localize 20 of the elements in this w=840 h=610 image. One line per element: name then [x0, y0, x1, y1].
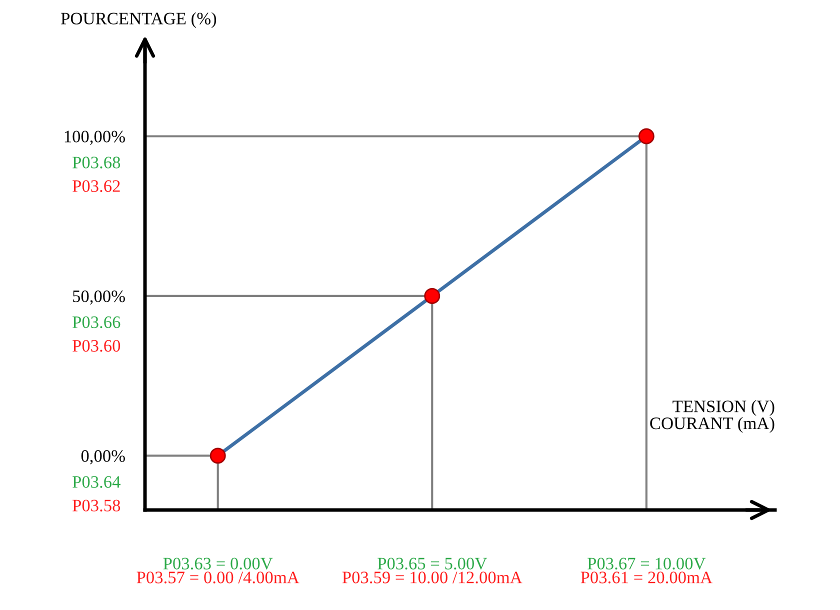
x-tick-label: P03.65 = 5.00V [378, 558, 488, 570]
y-tick-label: 0,00% [81, 450, 125, 464]
text: P03.64 [72, 476, 120, 488]
text: P03.68 [72, 156, 120, 168]
y-tick-label: 50,00% [73, 290, 125, 305]
text: P03.61 = 20.00mA [580, 572, 712, 584]
y-tick-label: 100,00% [64, 130, 125, 145]
text: P03.66 [72, 316, 120, 328]
point [638, 128, 654, 144]
text: P03.57 = 0.00 /4.00mA [136, 572, 300, 584]
text: P03.59 = 10.00 /12.00mA [342, 572, 522, 584]
x-axis-title: TENSION (V) COURANT (mA) [650, 400, 774, 433]
x-tick-label: P03.67 = 10.00V [588, 558, 706, 570]
point [424, 288, 440, 304]
text: P03.62 [72, 180, 120, 192]
x-tick-label: P03.63 = 0.00V [163, 558, 273, 570]
text: P03.58 [72, 500, 120, 512]
y-axis-title: POURCENTAGE (%) [61, 12, 216, 28]
text: P03.60 [72, 340, 120, 352]
point [210, 448, 226, 464]
